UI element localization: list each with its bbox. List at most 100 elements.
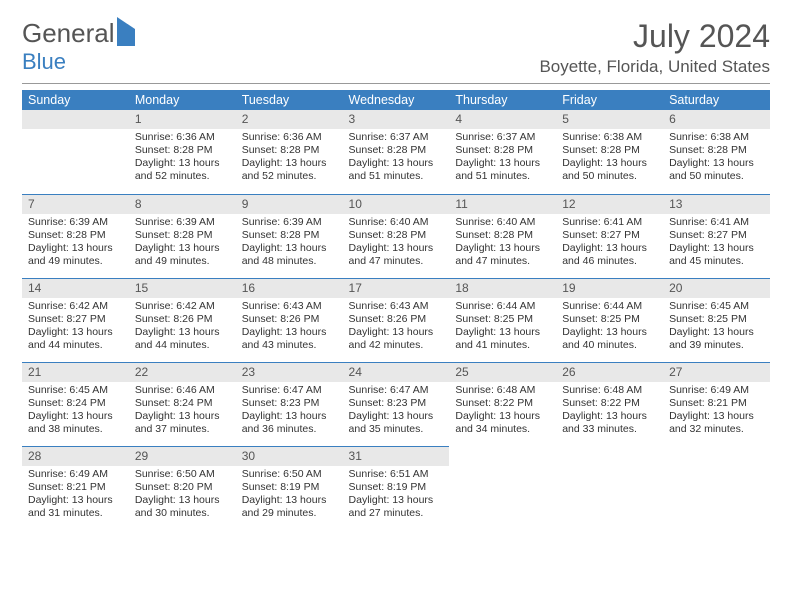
day-header: Monday — [129, 90, 236, 110]
calendar-cell: 17Sunrise: 6:43 AMSunset: 8:26 PMDayligh… — [343, 278, 450, 362]
sunrise-line: Sunrise: 6:40 AM — [455, 216, 550, 229]
day-number: 19 — [556, 278, 663, 298]
calendar-cell: 1Sunrise: 6:36 AMSunset: 8:28 PMDaylight… — [129, 110, 236, 194]
sunset-line: Sunset: 8:24 PM — [28, 397, 123, 410]
calendar-row: 28Sunrise: 6:49 AMSunset: 8:21 PMDayligh… — [22, 446, 770, 530]
calendar-row: 7Sunrise: 6:39 AMSunset: 8:28 PMDaylight… — [22, 194, 770, 278]
logo-triangle-icon — [117, 17, 135, 46]
sunrise-line: Sunrise: 6:49 AM — [669, 384, 764, 397]
sunrise-line: Sunrise: 6:45 AM — [28, 384, 123, 397]
daylight-line-1: Daylight: 13 hours — [562, 326, 657, 339]
day-content: Sunrise: 6:45 AMSunset: 8:24 PMDaylight:… — [22, 382, 129, 441]
sunset-line: Sunset: 8:20 PM — [135, 481, 230, 494]
day-content: Sunrise: 6:40 AMSunset: 8:28 PMDaylight:… — [343, 214, 450, 273]
sunrise-line: Sunrise: 6:38 AM — [562, 131, 657, 144]
day-header: Thursday — [449, 90, 556, 110]
day-content: Sunrise: 6:43 AMSunset: 8:26 PMDaylight:… — [343, 298, 450, 357]
daylight-line-2: and 30 minutes. — [135, 507, 230, 520]
calendar-cell: 8Sunrise: 6:39 AMSunset: 8:28 PMDaylight… — [129, 194, 236, 278]
daylight-line-1: Daylight: 13 hours — [349, 242, 444, 255]
daylight-line-2: and 36 minutes. — [242, 423, 337, 436]
sunset-line: Sunset: 8:27 PM — [28, 313, 123, 326]
daylight-line-1: Daylight: 13 hours — [135, 410, 230, 423]
day-content: Sunrise: 6:43 AMSunset: 8:26 PMDaylight:… — [236, 298, 343, 357]
sunrise-line: Sunrise: 6:37 AM — [349, 131, 444, 144]
sunrise-line: Sunrise: 6:51 AM — [349, 468, 444, 481]
sunrise-line: Sunrise: 6:46 AM — [135, 384, 230, 397]
day-number: 20 — [663, 278, 770, 298]
daylight-line-1: Daylight: 13 hours — [455, 410, 550, 423]
sunset-line: Sunset: 8:19 PM — [242, 481, 337, 494]
day-number: 11 — [449, 194, 556, 214]
day-content: Sunrise: 6:36 AMSunset: 8:28 PMDaylight:… — [236, 129, 343, 188]
sunrise-line: Sunrise: 6:36 AM — [242, 131, 337, 144]
calendar-cell: 23Sunrise: 6:47 AMSunset: 8:23 PMDayligh… — [236, 362, 343, 446]
header: General Blue July 2024 Boyette, Florida,… — [22, 18, 770, 77]
daylight-line-2: and 52 minutes. — [242, 170, 337, 183]
calendar-cell: 2Sunrise: 6:36 AMSunset: 8:28 PMDaylight… — [236, 110, 343, 194]
daylight-line-2: and 43 minutes. — [242, 339, 337, 352]
daylight-line-2: and 29 minutes. — [242, 507, 337, 520]
daylight-line-2: and 42 minutes. — [349, 339, 444, 352]
daylight-line-1: Daylight: 13 hours — [669, 157, 764, 170]
sunset-line: Sunset: 8:22 PM — [455, 397, 550, 410]
sunrise-line: Sunrise: 6:49 AM — [28, 468, 123, 481]
day-content: Sunrise: 6:38 AMSunset: 8:28 PMDaylight:… — [663, 129, 770, 188]
sunrise-line: Sunrise: 6:39 AM — [242, 216, 337, 229]
day-content: Sunrise: 6:47 AMSunset: 8:23 PMDaylight:… — [236, 382, 343, 441]
day-number: 7 — [22, 194, 129, 214]
day-content: Sunrise: 6:44 AMSunset: 8:25 PMDaylight:… — [556, 298, 663, 357]
sunrise-line: Sunrise: 6:42 AM — [135, 300, 230, 313]
calendar-cell: 11Sunrise: 6:40 AMSunset: 8:28 PMDayligh… — [449, 194, 556, 278]
daylight-line-1: Daylight: 13 hours — [562, 410, 657, 423]
daylight-line-1: Daylight: 13 hours — [455, 157, 550, 170]
sunset-line: Sunset: 8:21 PM — [28, 481, 123, 494]
calendar-cell: 27Sunrise: 6:49 AMSunset: 8:21 PMDayligh… — [663, 362, 770, 446]
day-content: Sunrise: 6:39 AMSunset: 8:28 PMDaylight:… — [236, 214, 343, 273]
sunrise-line: Sunrise: 6:50 AM — [135, 468, 230, 481]
day-content: Sunrise: 6:39 AMSunset: 8:28 PMDaylight:… — [129, 214, 236, 273]
day-content: Sunrise: 6:39 AMSunset: 8:28 PMDaylight:… — [22, 214, 129, 273]
day-number: 10 — [343, 194, 450, 214]
day-number: 30 — [236, 446, 343, 466]
day-number: 8 — [129, 194, 236, 214]
sunset-line: Sunset: 8:26 PM — [242, 313, 337, 326]
daylight-line-1: Daylight: 13 hours — [349, 494, 444, 507]
daylight-line-2: and 44 minutes. — [135, 339, 230, 352]
sunrise-line: Sunrise: 6:47 AM — [242, 384, 337, 397]
logo: General Blue — [22, 18, 135, 75]
sunrise-line: Sunrise: 6:48 AM — [562, 384, 657, 397]
day-number: 3 — [343, 110, 450, 129]
sunrise-line: Sunrise: 6:47 AM — [349, 384, 444, 397]
sunset-line: Sunset: 8:21 PM — [669, 397, 764, 410]
day-header: Tuesday — [236, 90, 343, 110]
day-header: Sunday — [22, 90, 129, 110]
sunset-line: Sunset: 8:23 PM — [349, 397, 444, 410]
sunrise-line: Sunrise: 6:36 AM — [135, 131, 230, 144]
calendar-cell: 29Sunrise: 6:50 AMSunset: 8:20 PMDayligh… — [129, 446, 236, 530]
day-number: 12 — [556, 194, 663, 214]
day-content: Sunrise: 6:37 AMSunset: 8:28 PMDaylight:… — [343, 129, 450, 188]
day-number: 6 — [663, 110, 770, 129]
calendar-cell: 4Sunrise: 6:37 AMSunset: 8:28 PMDaylight… — [449, 110, 556, 194]
logo-text-1: General — [22, 18, 115, 48]
calendar-cell: 12Sunrise: 6:41 AMSunset: 8:27 PMDayligh… — [556, 194, 663, 278]
daylight-line-2: and 39 minutes. — [669, 339, 764, 352]
daylight-line-2: and 37 minutes. — [135, 423, 230, 436]
daylight-line-2: and 34 minutes. — [455, 423, 550, 436]
daylight-line-1: Daylight: 13 hours — [135, 157, 230, 170]
day-number: 18 — [449, 278, 556, 298]
location-text: Boyette, Florida, United States — [539, 57, 770, 77]
calendar-cell: 21Sunrise: 6:45 AMSunset: 8:24 PMDayligh… — [22, 362, 129, 446]
day-number: 15 — [129, 278, 236, 298]
daylight-line-1: Daylight: 13 hours — [669, 242, 764, 255]
day-header-row: SundayMondayTuesdayWednesdayThursdayFrid… — [22, 90, 770, 110]
day-content: Sunrise: 6:48 AMSunset: 8:22 PMDaylight:… — [556, 382, 663, 441]
day-number: 2 — [236, 110, 343, 129]
sunset-line: Sunset: 8:28 PM — [135, 144, 230, 157]
day-number: 13 — [663, 194, 770, 214]
daylight-line-1: Daylight: 13 hours — [242, 410, 337, 423]
calendar-cell: 26Sunrise: 6:48 AMSunset: 8:22 PMDayligh… — [556, 362, 663, 446]
daylight-line-2: and 44 minutes. — [28, 339, 123, 352]
calendar-cell: 22Sunrise: 6:46 AMSunset: 8:24 PMDayligh… — [129, 362, 236, 446]
